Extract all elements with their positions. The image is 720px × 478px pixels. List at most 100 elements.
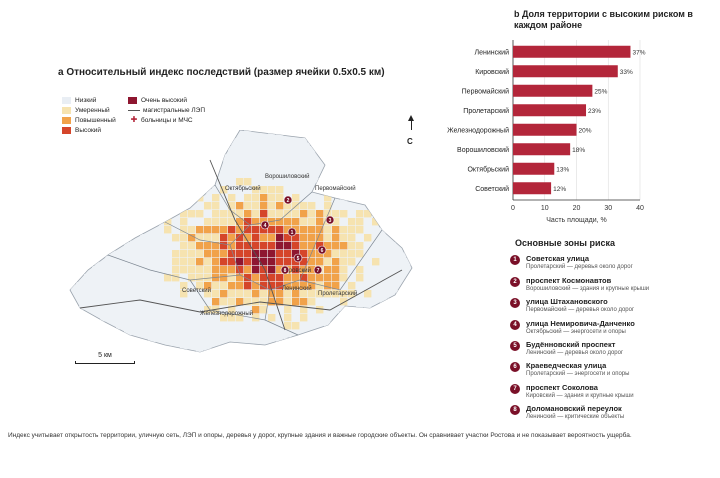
risk-cell xyxy=(212,234,220,242)
risk-cell xyxy=(180,242,188,250)
risk-cell xyxy=(396,194,404,202)
risk-cell xyxy=(236,210,244,218)
risk-cell xyxy=(348,250,356,258)
risk-cell xyxy=(124,250,132,258)
category-label: Ворошиловский xyxy=(457,146,509,154)
risk-cell xyxy=(70,258,76,266)
risk-cell xyxy=(276,226,284,234)
zone-marker-number: 3 xyxy=(329,218,332,224)
risk-cell xyxy=(396,330,404,338)
risk-cell xyxy=(220,266,228,274)
risk-cell xyxy=(324,234,332,242)
risk-cell xyxy=(388,186,396,194)
risk-cell xyxy=(292,274,300,282)
risk-cell xyxy=(348,362,355,365)
risk-cell xyxy=(188,218,196,226)
risk-cell xyxy=(308,138,316,146)
risk-cell xyxy=(308,282,316,290)
risk-cell xyxy=(348,242,356,250)
district-label-leninsky: Ленинский xyxy=(282,285,312,292)
risk-cell xyxy=(412,298,419,305)
risk-cell xyxy=(380,362,387,365)
risk-cell xyxy=(300,218,308,226)
risk-cell xyxy=(244,282,252,290)
risk-cell xyxy=(284,226,292,234)
zone-desc: Ворошиловский — здания и крупные крыши xyxy=(526,286,650,292)
risk-cell xyxy=(292,162,300,170)
risk-cell xyxy=(284,290,292,298)
risk-cell xyxy=(268,298,276,306)
risk-cell xyxy=(252,162,260,170)
risk-cell xyxy=(372,234,380,242)
zone-marker xyxy=(260,220,270,230)
risk-cell xyxy=(140,234,148,242)
risk-cell xyxy=(236,322,244,330)
risk-cell xyxy=(164,362,171,365)
risk-cell xyxy=(140,266,148,274)
risk-cell xyxy=(292,194,300,202)
risk-cell xyxy=(388,210,396,218)
risk-cell xyxy=(196,234,204,242)
zone-number: 3 xyxy=(510,298,520,308)
risk-cell xyxy=(108,250,116,258)
risk-cell xyxy=(284,282,292,290)
risk-cell xyxy=(260,226,268,234)
risk-cell xyxy=(316,298,324,306)
risk-cell xyxy=(300,314,308,322)
risk-cell xyxy=(84,258,92,266)
risk-cell xyxy=(356,210,364,218)
risk-cell xyxy=(276,146,284,154)
risk-cell xyxy=(396,170,404,178)
risk-cell xyxy=(268,242,276,250)
risk-cell xyxy=(164,234,172,242)
risk-cell xyxy=(236,242,244,250)
risk-cell xyxy=(388,298,396,306)
risk-cell xyxy=(92,162,100,170)
risk-cell xyxy=(100,298,108,306)
risk-cell xyxy=(228,242,236,250)
zone-marker-number: 1 xyxy=(291,230,294,236)
risk-cell xyxy=(108,202,116,210)
risk-cell xyxy=(276,274,284,282)
risk-cell xyxy=(252,290,260,298)
value-label: 18% xyxy=(572,147,585,154)
risk-cell xyxy=(404,322,412,330)
risk-cell xyxy=(196,130,204,138)
risk-cell xyxy=(236,250,244,258)
district-label-sovetsky: Советский xyxy=(182,287,211,294)
risk-cell xyxy=(116,298,124,306)
risk-cell xyxy=(300,306,308,314)
risk-cell xyxy=(252,274,260,282)
risk-cell xyxy=(244,178,252,186)
risk-cell xyxy=(284,202,292,210)
risk-cell xyxy=(324,298,332,306)
risk-cell xyxy=(412,338,419,345)
risk-cell xyxy=(132,314,140,322)
risk-cell xyxy=(204,130,212,138)
risk-cell xyxy=(388,170,396,178)
risk-cell xyxy=(124,202,132,210)
risk-cell xyxy=(220,218,228,226)
risk-cell xyxy=(276,194,284,202)
risk-cell xyxy=(212,202,220,210)
risk-cell xyxy=(244,258,252,266)
risk-cell xyxy=(204,306,212,314)
risk-cell xyxy=(148,242,156,250)
risk-cell xyxy=(204,274,212,282)
risk-cell xyxy=(300,202,308,210)
risk-cell xyxy=(116,138,124,146)
risk-cell xyxy=(396,226,404,234)
risk-cell xyxy=(244,226,252,234)
risk-cell xyxy=(268,266,276,274)
risk-cell xyxy=(276,250,284,258)
risk-cell xyxy=(188,210,196,218)
risk-cell xyxy=(332,258,340,266)
risk-cell xyxy=(228,186,236,194)
risk-cell xyxy=(316,314,324,322)
risk-cell xyxy=(300,210,308,218)
x-axis-label: Часть площади, % xyxy=(546,217,606,224)
risk-cell xyxy=(148,138,156,146)
risk-cell xyxy=(340,298,348,306)
risk-cell xyxy=(116,322,124,330)
risk-cell xyxy=(356,322,364,330)
